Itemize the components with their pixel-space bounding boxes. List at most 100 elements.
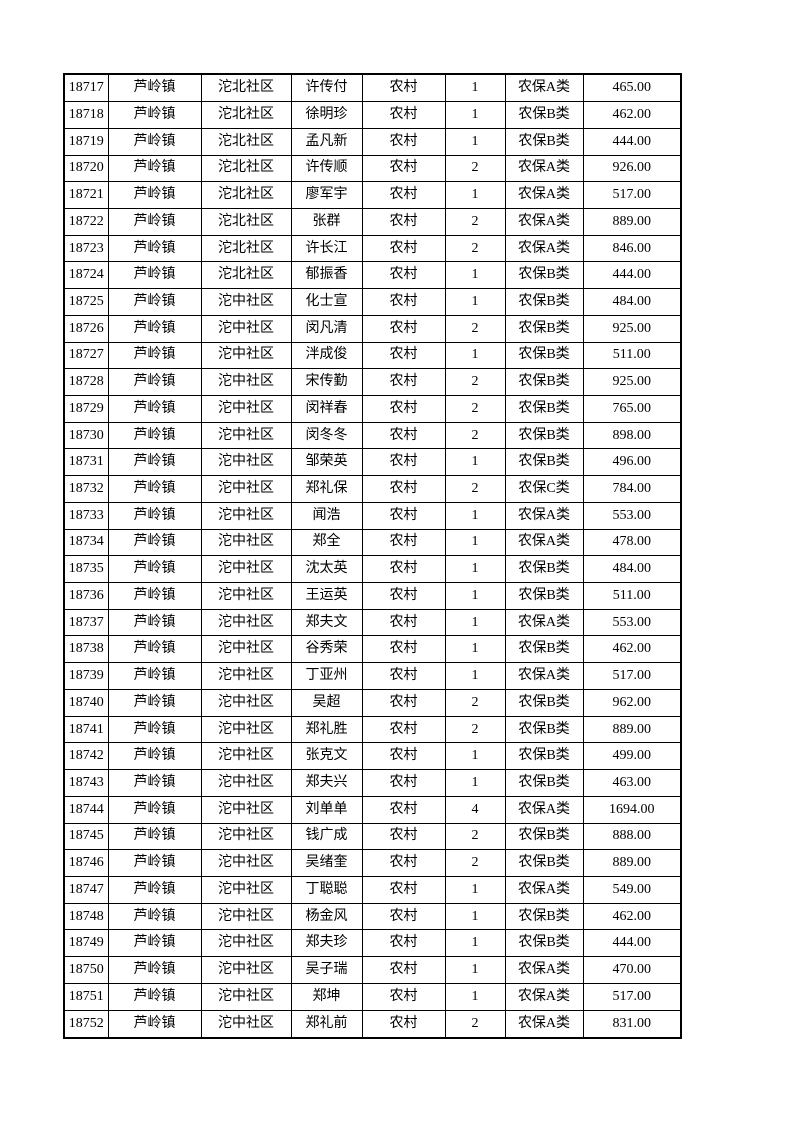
cell-town: 芦岭镇 [107,742,202,771]
cell-name: 郁振香 [290,261,363,290]
cell-category: 农村 [361,341,446,370]
cell-insurance_type: 农保B类 [504,688,584,717]
cell-name: 刘单单 [290,795,363,824]
cell-amount: 463.00 [582,769,682,797]
cell-town: 芦岭镇 [107,929,202,958]
cell-amount: 462.00 [582,101,682,129]
cell-amount: 925.00 [582,314,682,343]
table-row: 18751 芦岭镇 沱中社区 郑坤 农村 1 农保A类 517.00 [63,982,682,1011]
cell-amount: 484.00 [582,288,682,316]
cell-category: 农村 [361,849,446,877]
cell-insurance_type: 农保A类 [504,608,584,637]
cell-name: 许传付 [290,73,363,103]
cell-category: 农村 [361,288,446,316]
cell-community: 沱中社区 [200,875,292,904]
cell-community: 沱中社区 [200,368,292,397]
cell-community: 沱中社区 [200,742,292,771]
cell-community: 沱中社区 [200,501,292,530]
cell-town: 芦岭镇 [107,288,202,316]
cell-town: 芦岭镇 [107,635,202,664]
cell-name: 吴超 [290,688,363,717]
cell-insurance_type: 农保B类 [504,582,584,610]
cell-insurance_type: 农保A类 [504,956,584,984]
cell-persons: 2 [444,1009,506,1039]
cell-town: 芦岭镇 [107,207,202,236]
table-row: 18744 芦岭镇 沱中社区 刘单单 农村 4 农保A类 1694.00 [63,795,682,824]
cell-persons: 2 [444,314,506,343]
cell-amount: 553.00 [582,608,682,637]
cell-amount: 889.00 [582,715,682,744]
cell-persons: 2 [444,688,506,717]
table-row: 18752 芦岭镇 沱中社区 郑礼前 农村 2 农保A类 831.00 [63,1009,682,1039]
cell-category: 农村 [361,421,446,450]
cell-name: 郑礼胜 [290,715,363,744]
cell-insurance_type: 农保A类 [504,73,584,103]
cell-insurance_type: 农保A类 [504,982,584,1011]
cell-id: 18734 [63,528,109,557]
cell-town: 芦岭镇 [107,448,202,477]
cell-insurance_type: 农保B类 [504,368,584,397]
cell-persons: 1 [444,608,506,637]
cell-amount: 553.00 [582,501,682,530]
cell-name: 廖军宇 [290,181,363,209]
cell-community: 沱中社区 [200,715,292,744]
cell-insurance_type: 农保B类 [504,288,584,316]
table-row: 18723 芦岭镇 沱北社区 许长江 农村 2 农保A类 846.00 [63,234,682,263]
cell-town: 芦岭镇 [107,769,202,797]
cell-name: 张群 [290,207,363,236]
cell-id: 18741 [63,715,109,744]
cell-community: 沱中社区 [200,795,292,824]
cell-name: 王运英 [290,582,363,610]
table-row: 18725 芦岭镇 沱中社区 化士宣 农村 1 农保B类 484.00 [63,288,682,316]
cell-persons: 2 [444,234,506,263]
cell-amount: 444.00 [582,929,682,958]
cell-persons: 2 [444,715,506,744]
cell-id: 18750 [63,956,109,984]
cell-category: 农村 [361,181,446,209]
cell-community: 沱中社区 [200,849,292,877]
cell-amount: 517.00 [582,181,682,209]
table-row: 18722 芦岭镇 沱北社区 张群 农村 2 农保A类 889.00 [63,207,682,236]
cell-amount: 478.00 [582,528,682,557]
cell-name: 吴子瑞 [290,956,363,984]
cell-category: 农村 [361,395,446,423]
cell-amount: 549.00 [582,875,682,904]
cell-id: 18737 [63,608,109,637]
cell-category: 农村 [361,929,446,958]
cell-town: 芦岭镇 [107,314,202,343]
cell-insurance_type: 农保B类 [504,101,584,129]
table-body: 18717 芦岭镇 沱北社区 许传付 农村 1 农保A类 465.00 18718 芦岭镇 沱北社区… [63,73,682,1039]
cell-town: 芦岭镇 [107,73,202,103]
table-row: 18720 芦岭镇 沱北社区 许传顺 农村 2 农保A类 926.00 [63,154,682,183]
cell-name: 郑坤 [290,982,363,1011]
cell-id: 18722 [63,207,109,236]
table-row: 18728 芦岭镇 沱中社区 宋传勤 农村 2 农保B类 925.00 [63,368,682,397]
cell-town: 芦岭镇 [107,582,202,610]
cell-category: 农村 [361,582,446,610]
cell-amount: 889.00 [582,849,682,877]
cell-insurance_type: 农保A类 [504,501,584,530]
cell-category: 农村 [361,528,446,557]
cell-community: 沱中社区 [200,528,292,557]
cell-insurance_type: 农保A类 [504,795,584,824]
cell-name: 泮成俊 [290,341,363,370]
cell-community: 沱北社区 [200,101,292,129]
cell-category: 农村 [361,555,446,584]
cell-town: 芦岭镇 [107,1009,202,1039]
cell-town: 芦岭镇 [107,608,202,637]
cell-id: 18735 [63,555,109,584]
cell-amount: 846.00 [582,234,682,263]
cell-name: 徐明珍 [290,101,363,129]
cell-category: 农村 [361,154,446,183]
cell-town: 芦岭镇 [107,662,202,690]
cell-category: 农村 [361,875,446,904]
table-row: 18717 芦岭镇 沱北社区 许传付 农村 1 农保A类 465.00 [63,73,682,103]
cell-name: 钱广成 [290,822,363,851]
table-row: 18745 芦岭镇 沱中社区 钱广成 农村 2 农保B类 888.00 [63,822,682,851]
cell-category: 农村 [361,448,446,477]
cell-category: 农村 [361,1009,446,1039]
table-row: 18747 芦岭镇 沱中社区 丁聪聪 农村 1 农保A类 549.00 [63,875,682,904]
cell-insurance_type: 农保A类 [504,234,584,263]
table-row: 18750 芦岭镇 沱中社区 吴子瑞 农村 1 农保A类 470.00 [63,956,682,984]
